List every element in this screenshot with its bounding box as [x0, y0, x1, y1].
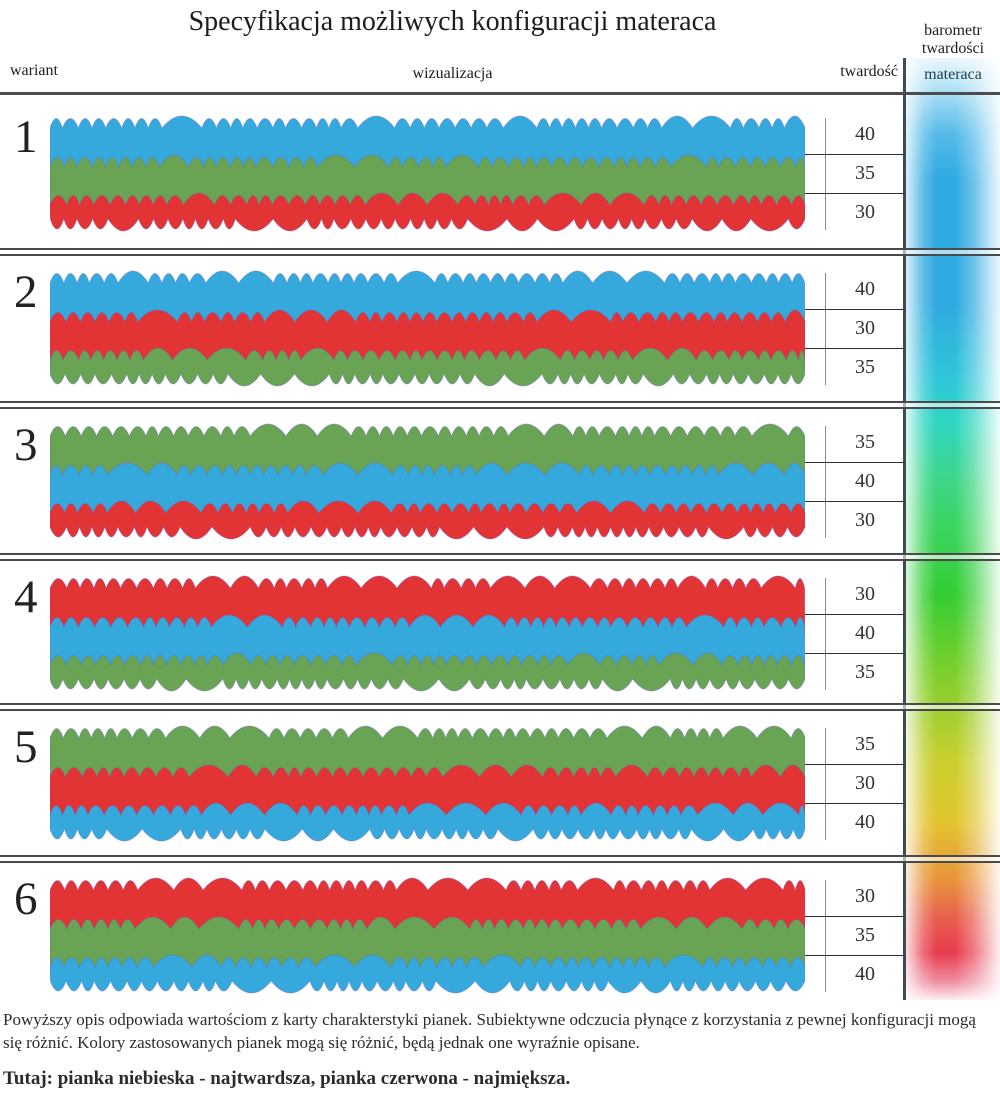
- layer-boundary-line: [805, 916, 905, 917]
- variant-number: 4: [14, 571, 38, 623]
- hardness-scale: 30 40 35: [805, 575, 905, 693]
- layer-boundary-line: [805, 764, 905, 765]
- mattress-visualization: [50, 877, 805, 994]
- hardness-value: 35: [855, 162, 875, 184]
- variant-number: 2: [14, 266, 38, 318]
- row-separator-line: [0, 703, 1000, 711]
- legend-text: Tutaj: pianka niebieska - najtwardsza, p…: [3, 1068, 571, 1089]
- variant-row: 2 40 30 35: [0, 251, 905, 404]
- hardness-value: 35: [855, 431, 875, 453]
- column-header-barometer: barometr twardości: [921, 22, 985, 58]
- page-title: Specyfikacja możliwych konfiguracji mate…: [188, 6, 717, 37]
- hardness-scale: 35 40 30: [805, 423, 905, 541]
- mattress-visualization: [50, 270, 805, 387]
- variant-number: 3: [14, 419, 38, 471]
- variant-row: 6 30 35 40: [0, 858, 905, 1000]
- mattress-visualization: [50, 575, 805, 692]
- row-separator-line: [0, 401, 1000, 409]
- variant-number: 5: [14, 721, 38, 773]
- scale-axis-line: [825, 578, 826, 690]
- variant-number: 6: [14, 873, 38, 925]
- hardness-value: 35: [855, 661, 875, 683]
- scale-axis-line: [825, 728, 826, 840]
- foam-layer-blue: [50, 954, 805, 994]
- column-header-hardness: twardość: [840, 63, 898, 80]
- foam-layer-green: [50, 347, 805, 387]
- scale-axis-line: [825, 118, 826, 230]
- foam-layer-red: [50, 500, 805, 540]
- header-separator-line: [0, 92, 1000, 95]
- variant-number: 1: [14, 111, 38, 163]
- foam-layer-red: [50, 192, 805, 232]
- layer-boundary-line: [805, 193, 905, 194]
- mattress-visualization: [50, 423, 805, 540]
- hardness-value: 30: [855, 772, 875, 794]
- hardness-barometer-gradient: materaca: [903, 58, 1000, 1000]
- layer-boundary-line: [805, 803, 905, 804]
- barometer-sublabel: materaca: [924, 66, 982, 83]
- hardness-value: 30: [855, 583, 875, 605]
- variant-row: 5 35 30 40: [0, 706, 905, 858]
- scale-axis-line: [825, 426, 826, 538]
- variant-row: 1 40 35 30: [0, 96, 905, 251]
- hardness-value: 30: [855, 317, 875, 339]
- layer-boundary-line: [805, 955, 905, 956]
- layer-boundary-line: [805, 348, 905, 349]
- hardness-scale: 40 35 30: [805, 115, 905, 233]
- layer-boundary-line: [805, 462, 905, 463]
- column-header-variant: wariant: [10, 62, 58, 79]
- layer-boundary-line: [805, 501, 905, 502]
- hardness-value: 40: [855, 123, 875, 145]
- hardness-value: 40: [855, 470, 875, 492]
- variant-row: 4 30 40 35: [0, 556, 905, 706]
- variant-row: 3 35 40 30: [0, 404, 905, 556]
- layer-boundary-line: [805, 154, 905, 155]
- layer-boundary-line: [805, 309, 905, 310]
- hardness-value: 40: [855, 811, 875, 833]
- row-separator-line: [0, 553, 1000, 561]
- hardness-scale: 40 30 35: [805, 270, 905, 388]
- row-separator-line: [0, 855, 1000, 863]
- hardness-value: 40: [855, 278, 875, 300]
- hardness-scale: 35 30 40: [805, 725, 905, 843]
- mattress-visualization: [50, 115, 805, 232]
- foam-layer-green: [50, 652, 805, 692]
- footnote-text: Powyższy opis odpowiada wartościom z kar…: [3, 1010, 976, 1053]
- hardness-value: 30: [855, 201, 875, 223]
- row-separator-line: [0, 248, 1000, 256]
- hardness-value: 30: [855, 885, 875, 907]
- column-header-visualization: wizualizacja: [412, 65, 493, 82]
- hardness-scale: 30 35 40: [805, 877, 905, 995]
- hardness-value: 35: [855, 356, 875, 378]
- hardness-value: 35: [855, 733, 875, 755]
- scale-axis-line: [825, 880, 826, 992]
- layer-boundary-line: [805, 614, 905, 615]
- mattress-visualization: [50, 725, 805, 842]
- hardness-value: 40: [855, 963, 875, 985]
- scale-axis-line: [825, 273, 826, 385]
- hardness-value: 40: [855, 622, 875, 644]
- hardness-value: 30: [855, 509, 875, 531]
- layer-boundary-line: [805, 653, 905, 654]
- foam-layer-blue: [50, 802, 805, 842]
- hardness-value: 35: [855, 924, 875, 946]
